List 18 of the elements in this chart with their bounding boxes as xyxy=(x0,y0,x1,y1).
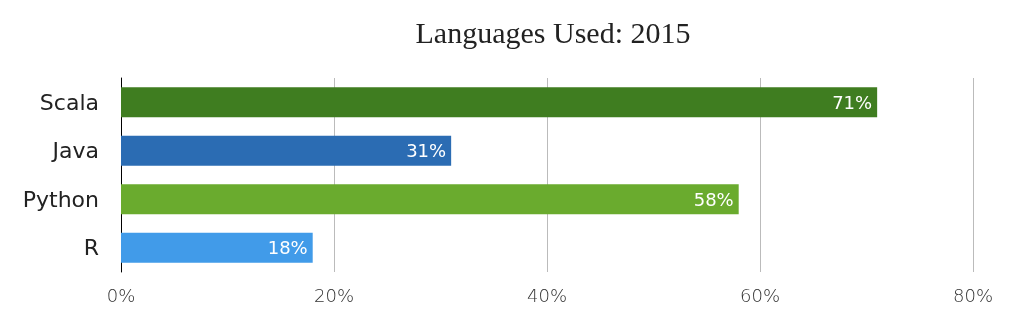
bar xyxy=(121,87,878,118)
x-tick-label: 40% xyxy=(526,284,568,306)
bar xyxy=(121,184,739,215)
bar xyxy=(121,232,313,263)
y-tick-label: R xyxy=(83,235,99,261)
y-tick-label: Python xyxy=(22,186,99,212)
chart-title: Languages Used: 2015 xyxy=(415,15,691,49)
data-label: 18% xyxy=(267,237,308,259)
data-label: 31% xyxy=(406,140,447,162)
y-tick-label: Java xyxy=(50,138,99,164)
y-tick-label: Scala xyxy=(39,89,99,115)
x-tick-label: 60% xyxy=(739,284,781,306)
x-tick-label: 80% xyxy=(952,284,994,306)
data-label: 58% xyxy=(693,188,734,210)
data-label: 71% xyxy=(832,91,873,113)
x-tick-label: 20% xyxy=(313,284,355,306)
x-tick-label: 0% xyxy=(106,284,136,306)
bar xyxy=(121,135,452,166)
